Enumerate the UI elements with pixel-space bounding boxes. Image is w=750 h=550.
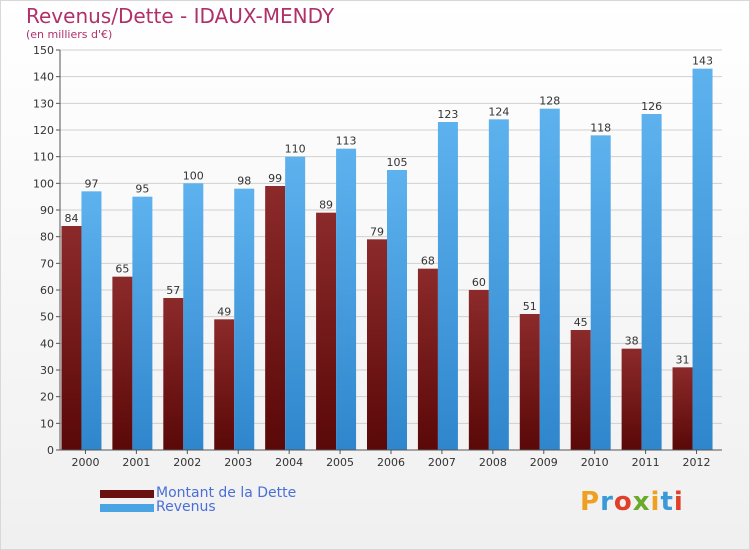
logo-letter: i (650, 487, 661, 517)
legend-label-revenus: Revenus (156, 499, 216, 515)
y-tick-label: 40 (40, 337, 54, 350)
bar-revenus (539, 108, 560, 451)
data-label-dette: 99 (268, 172, 282, 185)
data-label-dette: 89 (319, 199, 333, 212)
y-tick-label: 70 (40, 257, 54, 270)
logo-letter: P (580, 487, 601, 517)
data-label-revenus: 95 (135, 183, 149, 196)
y-tick-label: 80 (40, 231, 54, 244)
data-label-dette: 45 (574, 316, 588, 329)
data-labels: 84 97 65 95 57 100 49 98 99 110 89 113 79 105 68 123 60 1… (64, 55, 713, 367)
bar-dette (214, 319, 235, 450)
data-label-dette: 51 (523, 300, 537, 313)
x-tick-label: 2010 (581, 456, 609, 469)
logo-letter: r (600, 487, 614, 517)
data-label-revenus: 113 (336, 135, 357, 148)
legend-swatch-debt (100, 490, 154, 498)
bar-revenus (387, 170, 407, 450)
data-label-revenus: 143 (692, 55, 713, 68)
bar-dette (519, 314, 540, 450)
axes: 0 10 20 30 40 50 60 70 80 90 100 110 120 130 140 150 200… (33, 44, 722, 469)
bar-dette (265, 186, 286, 450)
bar-revenus (132, 196, 153, 450)
logo-letter: o (613, 487, 633, 517)
bar-revenus (488, 119, 509, 450)
y-tick-label: 90 (40, 204, 54, 217)
bar-dette (672, 367, 693, 450)
bar-revenus (336, 148, 357, 450)
bar-dette (621, 348, 642, 450)
y-tick-label: 120 (33, 124, 54, 137)
y-tick-label: 50 (40, 311, 54, 324)
x-tick-label: 2012 (683, 456, 711, 469)
bar-revenus (437, 122, 458, 450)
data-label-revenus: 110 (285, 143, 306, 156)
bar-revenus (285, 156, 306, 450)
bars (61, 68, 713, 451)
data-label-revenus: 126 (641, 100, 662, 113)
y-tick-label: 0 (47, 444, 54, 457)
bar-dette (316, 212, 337, 450)
data-label-dette: 84 (64, 212, 78, 225)
legend-swatch-revenus (100, 504, 154, 512)
x-tick-label: 2000 (71, 456, 99, 469)
data-label-dette: 60 (472, 276, 486, 289)
data-label-revenus: 97 (84, 177, 98, 190)
data-label-dette: 68 (421, 255, 435, 268)
y-tick-label: 110 (33, 151, 54, 164)
x-tick-label: 2011 (632, 456, 660, 469)
data-label-dette: 31 (676, 353, 690, 366)
logo-letter: x (632, 487, 651, 517)
x-tick-label: 2004 (275, 456, 303, 469)
legend-label-debt: Montant de la Dette (156, 485, 297, 501)
bar-dette (163, 298, 184, 450)
y-tick-label: 60 (40, 284, 54, 297)
data-label-dette: 49 (217, 305, 231, 318)
data-label-revenus: 128 (539, 95, 560, 108)
chart-title: Revenus/Dette - IDAUX-MENDY (26, 4, 335, 28)
y-tick-label: 140 (33, 71, 54, 84)
data-label-dette: 79 (370, 225, 384, 238)
x-tick-label: 2008 (479, 456, 507, 469)
proxiti-logo: Proxiti (580, 487, 684, 517)
x-tick-label: 2006 (377, 456, 405, 469)
bar-dette (417, 268, 438, 450)
data-label-revenus: 118 (590, 121, 611, 134)
bar-revenus (692, 68, 713, 451)
chart-subtitle: (en milliers d'€) (26, 28, 113, 41)
data-label-dette: 38 (625, 335, 639, 348)
bar-revenus (234, 188, 255, 450)
logo-letter: i (673, 487, 684, 517)
x-tick-label: 2005 (326, 456, 354, 469)
x-tick-label: 2009 (530, 456, 558, 469)
bar-dette (468, 290, 489, 450)
bar-revenus (641, 114, 662, 450)
y-tick-label: 20 (40, 391, 54, 404)
data-label-revenus: 100 (183, 169, 204, 182)
y-tick-label: 10 (40, 417, 54, 430)
x-tick-label: 2003 (224, 456, 252, 469)
y-tick-label: 100 (33, 177, 54, 190)
bar-dette (570, 330, 591, 450)
data-label-dette: 65 (115, 263, 129, 276)
y-tick-label: 130 (33, 97, 54, 110)
bar-dette (61, 226, 82, 450)
bar-revenus (81, 191, 102, 451)
x-tick-label: 2002 (173, 456, 201, 469)
bar-dette (112, 276, 133, 450)
data-label-revenus: 105 (387, 156, 408, 169)
data-label-dette: 57 (166, 284, 180, 297)
data-label-revenus: 123 (437, 108, 458, 121)
bar-revenus (590, 135, 611, 451)
bar-revenus (183, 183, 204, 451)
x-tick-label: 2001 (122, 456, 150, 469)
y-tick-label: 30 (40, 364, 54, 377)
y-tick-label: 150 (33, 44, 54, 57)
bar-dette (367, 239, 387, 450)
data-label-revenus: 124 (488, 105, 509, 118)
logo-letter: t (660, 487, 674, 517)
x-tick-label: 2007 (428, 456, 456, 469)
data-label-revenus: 98 (237, 175, 251, 188)
